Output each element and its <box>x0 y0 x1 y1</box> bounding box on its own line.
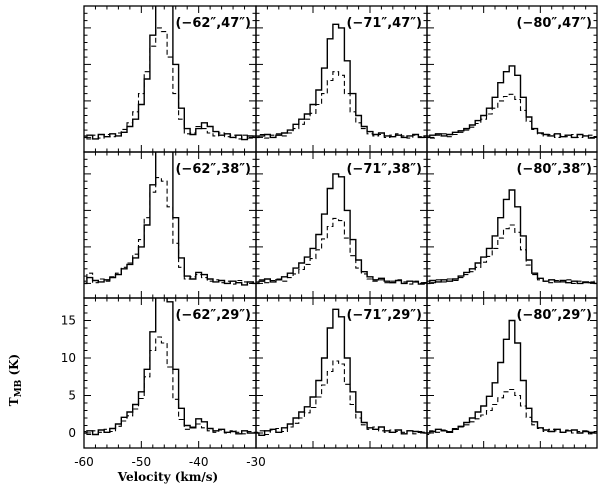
panel-label-1: (−62″,47″) <box>175 16 251 31</box>
series-dashed-panel-2 <box>256 71 427 139</box>
panel-label-9: (−80″,29″) <box>516 308 592 323</box>
series-solid-panel-8 <box>256 308 427 436</box>
panel-label-4: (−62″,38″) <box>175 162 251 177</box>
series-solid-panel-1 <box>84 6 256 141</box>
series-dashed-panel-1 <box>84 27 256 140</box>
y-tick-label: 15 <box>61 314 76 328</box>
series-dashed-panel-4 <box>84 177 256 285</box>
series-solid-panel-9 <box>427 319 597 434</box>
series-solid-panel-7 <box>84 298 256 436</box>
series-solid-panel-6 <box>427 189 597 285</box>
series-solid-panel-4 <box>84 152 256 286</box>
series-solid-panel-3 <box>427 65 597 139</box>
x-tick-label: -50 <box>132 455 152 469</box>
x-axis-label: Velocity (km/s) <box>117 470 218 484</box>
panel-label-2: (−71″,47″) <box>346 16 422 31</box>
series-solid-panel-5 <box>256 173 427 285</box>
panel-label-3: (−80″,47″) <box>516 16 592 31</box>
y-axis-label: TMB (K) <box>7 354 24 406</box>
series-solid-panel-2 <box>256 23 427 139</box>
panel-label-8: (−71″,29″) <box>346 308 422 323</box>
panel-label-5: (−71″,38″) <box>346 162 422 177</box>
series-dashed-panel-3 <box>427 93 597 139</box>
series-dashed-panel-7 <box>84 336 256 436</box>
series-dashed-panel-6 <box>427 224 597 284</box>
series-dashed-panel-5 <box>256 217 427 285</box>
panel-label-6: (−80″,38″) <box>516 162 592 177</box>
y-tick-label: 0 <box>68 426 76 440</box>
series-dashed-panel-9 <box>427 388 597 436</box>
y-tick-label: 10 <box>61 351 76 365</box>
series-dashed-panel-8 <box>256 360 427 436</box>
panel-label-7: (−62″,29″) <box>175 308 251 323</box>
x-tick-label: -40 <box>189 455 209 469</box>
y-tick-label: 5 <box>68 389 76 403</box>
x-tick-label: -30 <box>246 455 266 469</box>
x-tick-label: -60 <box>74 455 94 469</box>
